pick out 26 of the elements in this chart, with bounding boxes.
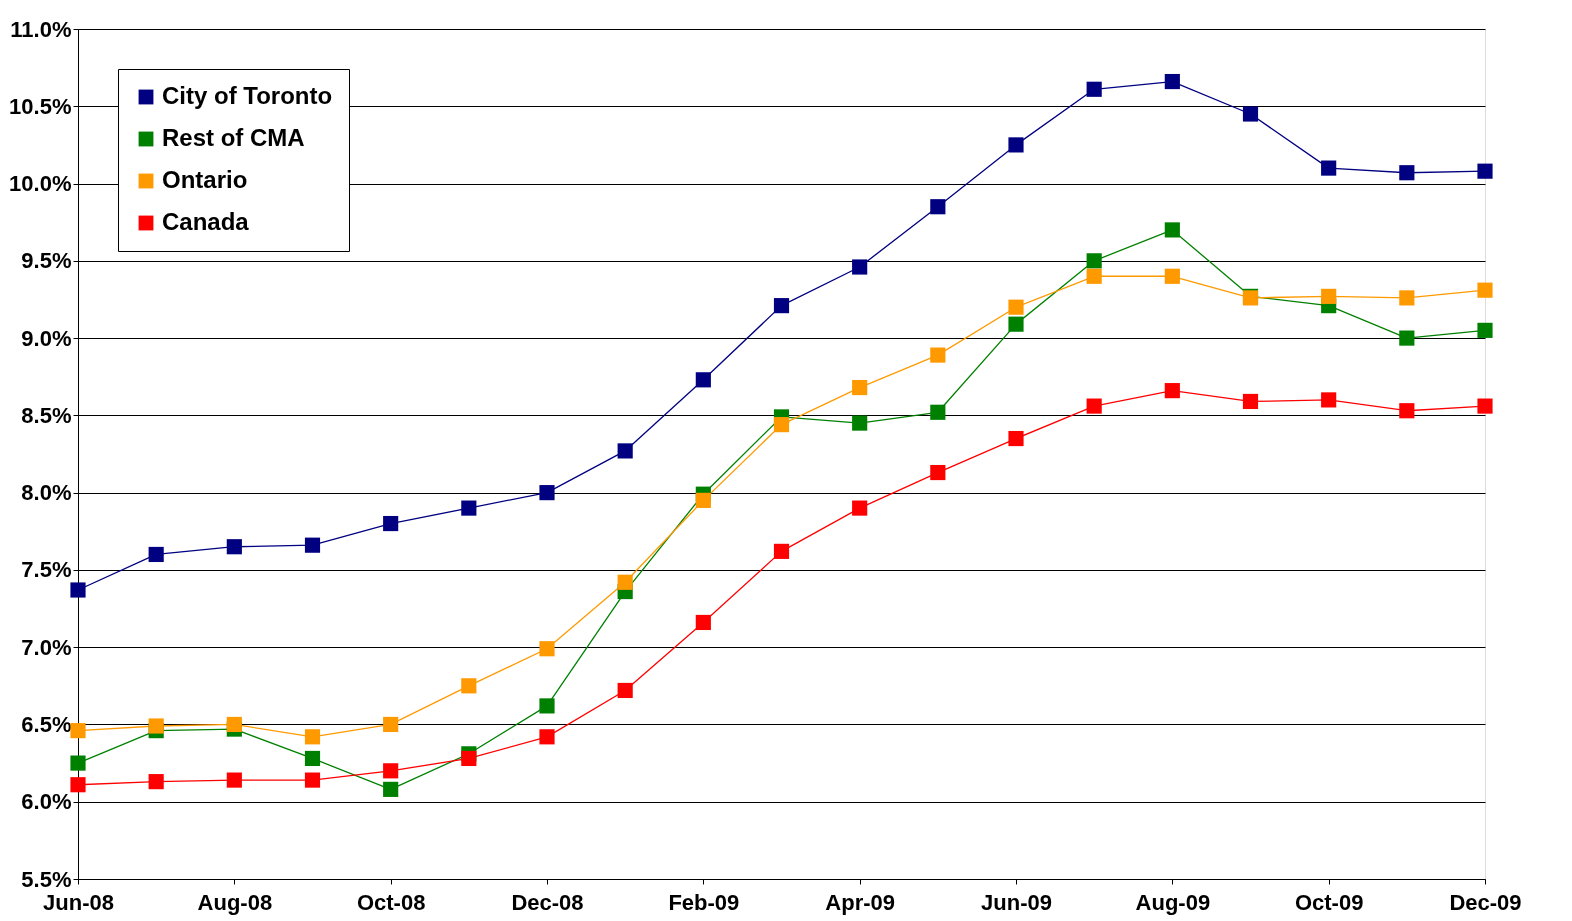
x-tick-label: Oct-09 xyxy=(1294,889,1364,915)
y-tick-label: 10.0% xyxy=(9,171,72,197)
x-tick-label: Apr-09 xyxy=(825,889,896,915)
x-tick-label: Aug-08 xyxy=(197,889,273,915)
y-tick-label: 6.0% xyxy=(21,789,72,815)
x-tick-label: Dec-08 xyxy=(511,889,584,915)
y-tick-label: 7.5% xyxy=(21,557,72,583)
y-tick-label: 7.0% xyxy=(21,634,72,660)
y-tick-label: 8.0% xyxy=(21,480,72,506)
y-tick-label: 5.5% xyxy=(21,866,72,892)
legend-label: Canada xyxy=(162,208,250,235)
legend-label: City of Toronto xyxy=(162,82,333,109)
x-tick-label: Jun-08 xyxy=(43,889,114,915)
legend-label: Ontario xyxy=(162,166,248,193)
y-tick-label: 6.5% xyxy=(21,711,72,737)
x-tick-label: Aug-09 xyxy=(1135,889,1211,915)
x-tick-label: Feb-09 xyxy=(668,889,740,915)
y-tick-label: 9.5% xyxy=(21,248,72,274)
y-tick-label: 8.5% xyxy=(21,402,72,428)
y-tick-label: 11.0% xyxy=(10,16,72,42)
x-tick-label: Jun-09 xyxy=(981,889,1052,915)
y-tick-label: 9.0% xyxy=(21,325,72,351)
x-tick-label: Dec-09 xyxy=(1449,889,1522,915)
x-tick-label: Oct-08 xyxy=(356,889,426,915)
y-tick-label: 10.5% xyxy=(9,93,72,119)
legend-label: Rest of CMA xyxy=(162,124,305,151)
